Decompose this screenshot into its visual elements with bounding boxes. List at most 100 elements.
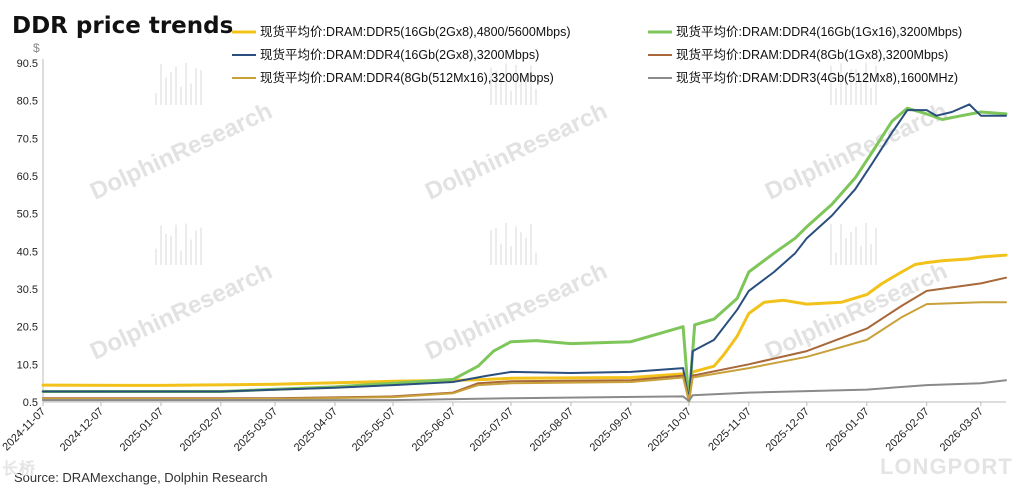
legend-label-1: 现货平均价:DRAM:DDR5(16Gb(2Gx8),4800/5600Mbps…	[260, 24, 571, 39]
watermark-bar	[490, 230, 492, 265]
watermark-bar	[525, 74, 527, 105]
x-tick-label: 2025-02-07	[178, 406, 226, 454]
x-tick-label: 2025-05-07	[350, 406, 398, 454]
watermark-text: DolphinResearch	[86, 258, 276, 366]
watermark-bar	[855, 69, 857, 105]
watermark-bar	[490, 67, 492, 105]
watermark-bar	[170, 72, 172, 105]
watermark-text: DolphinResearch	[761, 258, 951, 366]
watermark-bar	[165, 234, 167, 265]
watermark-bar	[180, 250, 182, 265]
x-tick-label: 2025-07-07	[468, 406, 516, 454]
watermark-bar	[840, 63, 842, 105]
watermark-bar	[535, 252, 537, 265]
watermark-bar	[505, 63, 507, 105]
x-tick-label: 2026-03-07	[938, 406, 986, 454]
x-tick-label: 2025-01-07	[118, 406, 166, 454]
watermark-bar	[495, 228, 497, 265]
brand-logo: LONGPORT	[880, 454, 1013, 479]
watermark-bar	[505, 223, 507, 265]
watermark-bar	[500, 243, 502, 265]
watermark-bar	[180, 86, 182, 105]
y-tick-label: 30.5	[17, 284, 38, 296]
y-tick-label: 10.5	[17, 359, 38, 371]
y-tick-label: 90.5	[17, 58, 38, 70]
x-tick-label: 2025-12-07	[764, 406, 812, 454]
y-tick-label: 50.5	[17, 209, 38, 221]
x-tick-label: 2025-11-07	[706, 406, 754, 454]
legend-label-2: 现货平均价:DRAM:DDR4(16Gb(1Gx16),3200Mbps)	[676, 24, 962, 39]
watermark-bar	[510, 90, 512, 105]
watermark-bar	[165, 77, 167, 105]
chart-title: DDR price trends	[12, 13, 233, 39]
watermark-bar	[875, 65, 877, 105]
y-tick-label: 20.5	[17, 322, 38, 334]
watermark-bar	[530, 65, 532, 105]
y-tick-label: 0.5	[23, 397, 38, 409]
watermark-text: DolphinResearch	[86, 98, 276, 206]
watermark-bar	[500, 79, 502, 105]
watermark-bar	[155, 93, 157, 105]
watermark-text: DolphinResearch	[421, 98, 611, 206]
x-tick-label: 2026-02-07	[884, 406, 932, 454]
source-note: Source: DRAMexchange, Dolphin Research	[14, 470, 268, 485]
watermark-bar	[520, 232, 522, 265]
watermark-bar	[190, 83, 192, 105]
y-tick-label: 40.5	[17, 246, 38, 258]
watermark-bar	[860, 82, 862, 105]
y-axis-unit: $	[33, 41, 40, 55]
watermark-bar	[870, 88, 872, 105]
x-axis: 2024-11-07 2024-12-07 2025-01-07 2025-02-07…	[0, 401, 1006, 454]
y-axis: 0.5 10.5 20.5 30.5 40.5 50.5 60.5 70.5 80.5 90.5	[17, 58, 44, 409]
watermark-bar	[850, 232, 852, 265]
x-tick-label: 2025-03-07	[232, 406, 280, 454]
watermark-bar	[510, 246, 512, 265]
watermark-bar	[855, 226, 857, 265]
watermark-bar	[190, 239, 192, 265]
watermark-bar	[870, 243, 872, 265]
watermark-bar	[845, 237, 847, 265]
watermark-bar	[520, 75, 522, 105]
x-tick-label: 2025-06-07	[410, 406, 458, 454]
y-tick-label: 80.5	[17, 96, 38, 108]
watermark-bar	[830, 65, 832, 105]
series-line-6	[42, 379, 1007, 402]
corner-logo: 长桥	[2, 459, 36, 478]
legend-label-3: 现货平均价:DRAM:DDR4(16Gb(2Gx8),3200Mbps)	[260, 47, 539, 62]
series-layer	[41, 103, 1008, 403]
x-tick-label: 2024-12-07	[58, 406, 106, 454]
watermark-bar	[170, 235, 172, 265]
x-tick-label: 2025-09-07	[588, 406, 636, 454]
watermark-bar	[835, 252, 837, 265]
watermark-bar	[155, 248, 157, 265]
watermark-bar	[175, 66, 177, 105]
watermark-bar	[865, 223, 867, 265]
watermark-text: DolphinResearch	[421, 258, 611, 366]
x-tick-label: 2026-01-07	[824, 406, 872, 454]
watermark-bar	[515, 64, 517, 105]
series-line-1	[41, 253, 1008, 403]
y-tick-label: 60.5	[17, 171, 38, 183]
watermark-bar	[185, 63, 187, 105]
legend-label-5: 现货平均价:DRAM:DDR4(8Gb(512Mx16),3200Mbps)	[260, 70, 554, 85]
watermark-bar	[195, 230, 197, 265]
watermark-bar	[830, 224, 832, 265]
x-tick-label: 2025-08-07	[528, 406, 576, 454]
watermark-bar	[200, 227, 202, 265]
watermark-bar	[160, 64, 162, 105]
watermark-bar	[495, 70, 497, 105]
x-tick-label: 2024-11-07	[0, 406, 48, 454]
watermark-bar	[845, 81, 847, 105]
x-tick-label: 2025-10-07	[646, 406, 694, 454]
watermark-bar	[835, 88, 837, 105]
legend: 现货平均价:DRAM:DDR5(16Gb(2Gx8),4800/5600Mbps…	[232, 24, 962, 85]
watermark-bar	[840, 223, 842, 265]
watermark-bar	[195, 68, 197, 105]
watermark-bar	[175, 224, 177, 265]
series-line-3	[42, 103, 1007, 402]
watermark-bar	[535, 89, 537, 105]
legend-label-4: 现货平均价:DRAM:DDR4(8Gb(1Gx8),3200Mbps)	[676, 47, 948, 62]
watermark-bar	[865, 63, 867, 105]
watermark-bar	[850, 69, 852, 105]
watermark-bar	[860, 246, 862, 265]
